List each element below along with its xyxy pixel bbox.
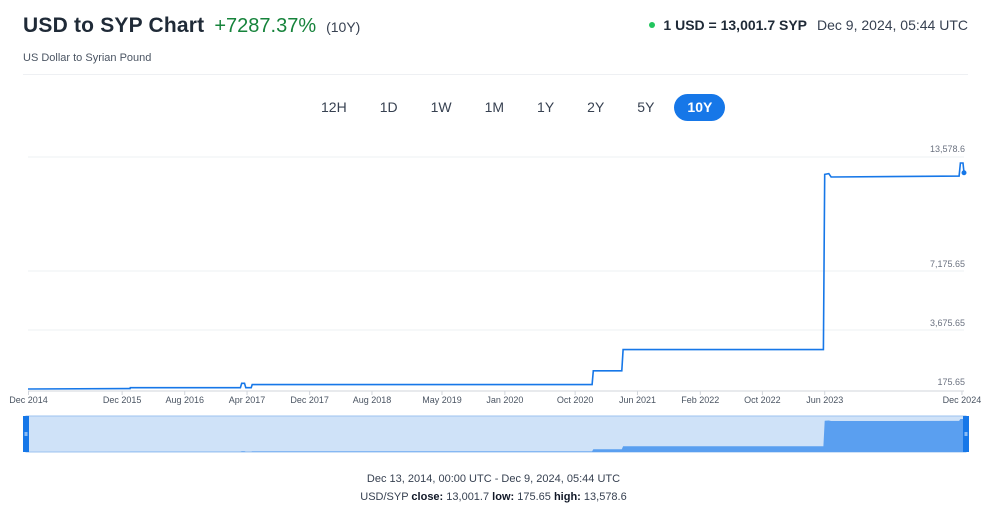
period-label: (10Y) — [326, 19, 361, 35]
y-tick-label: 13,578.6 — [930, 144, 965, 154]
x-tick-label: Aug 2018 — [353, 395, 392, 405]
navigator-area — [28, 419, 964, 452]
header-divider — [23, 74, 968, 75]
live-dot-icon — [649, 22, 656, 28]
y-tick-label: 3,675.65 — [930, 318, 965, 328]
pair-subtitle: US Dollar to Syrian Pound — [23, 52, 152, 64]
x-tick-label: Aug 2016 — [165, 395, 204, 405]
x-tick-label: Dec 2024 — [943, 395, 982, 405]
period-button-5y[interactable]: 5Y — [637, 99, 655, 115]
period-button-1w[interactable]: 1W — [430, 99, 452, 115]
x-tick-label: Dec 2017 — [290, 395, 329, 405]
x-tick-label: Jun 2021 — [619, 395, 656, 405]
rate-value: 1 USD = 13,001.7 SYP — [663, 17, 808, 33]
navigator-right-handle[interactable] — [963, 416, 969, 452]
footer-high-value: 13,578.6 — [583, 491, 627, 503]
page-title: USD to SYP Chart — [23, 14, 205, 37]
y-tick-label: 175.65 — [937, 377, 965, 387]
footer-range: Dec 13, 2014, 00:00 UTC - Dec 9, 2024, 0… — [366, 473, 621, 485]
footer-low-value: 175.65 — [517, 491, 551, 503]
change-percent: +7287.37% — [214, 15, 317, 37]
navigator-left-handle[interactable] — [23, 416, 29, 452]
footer-close-label: close: — [411, 491, 444, 503]
period-selector: 12H 1D 1W 1M 1Y 2Y 5Y 10Y — [308, 94, 732, 121]
footer-pair: USD/SYP — [360, 491, 409, 503]
title-row: USD to SYP Chart +7287.37% (10Y) — [23, 14, 360, 38]
period-button-12h[interactable]: 12H — [321, 99, 347, 115]
period-button-1m[interactable]: 1M — [484, 99, 505, 115]
period-button-2y[interactable]: 2Y — [587, 99, 605, 115]
x-tick-label: Feb 2022 — [681, 395, 719, 405]
x-tick-label: Dec 2014 — [9, 395, 48, 405]
live-rate: 1 USD = 13,001.7 SYP Dec 9, 2024, 05:44 … — [649, 17, 968, 33]
footer-close-value: 13,001.7 — [446, 491, 490, 503]
x-tick-label: Oct 2022 — [744, 395, 781, 405]
x-tick-label: Jan 2020 — [486, 395, 523, 405]
x-tick-label: Jun 2023 — [806, 395, 843, 405]
last-price-point — [961, 170, 967, 176]
footer-high-label: high: — [553, 491, 581, 503]
period-button-1d[interactable]: 1D — [379, 99, 398, 115]
x-tick-label: Dec 2015 — [103, 395, 142, 405]
x-tick-label: Oct 2020 — [557, 395, 594, 405]
footer-stats: USD/SYP close: 13,001.7 low: 175.65 high… — [0, 491, 987, 503]
y-tick-label: 7,175.65 — [930, 259, 965, 269]
period-button-1y[interactable]: 1Y — [537, 99, 555, 115]
price-line — [27, 162, 965, 390]
navigator-window — [25, 415, 967, 453]
price-chart[interactable]: 175.65 3,675.65 7,175.65 13,578.6 Dec 2014 De… — [0, 0, 987, 470]
period-button-10y[interactable]: 10Y — [674, 94, 726, 121]
x-tick-label: May 2019 — [422, 395, 462, 405]
rate-timestamp: Dec 9, 2024, 05:44 UTC — [817, 17, 968, 33]
x-tick-label: Apr 2017 — [229, 395, 266, 405]
footer-low-label: low: — [492, 491, 515, 503]
